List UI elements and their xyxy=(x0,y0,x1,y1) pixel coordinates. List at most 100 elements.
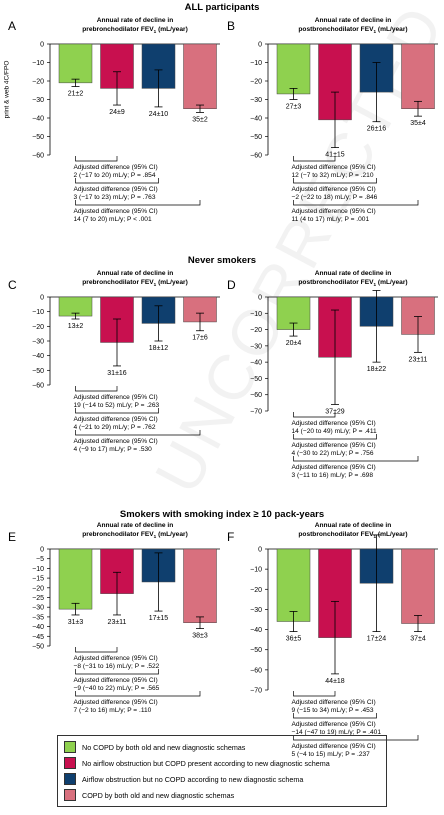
bar-f-1 xyxy=(276,548,311,622)
y-tick-label-f: −60 xyxy=(250,667,262,674)
data-label-f-2: 44±18 xyxy=(325,678,345,685)
y-tick-label-b: −30 xyxy=(250,97,262,104)
data-label-d-2: 37±29 xyxy=(325,408,345,415)
y-tick-label-e: −15 xyxy=(32,576,44,583)
legend-label-no-copd: No COPD by both old and new diagnostic s… xyxy=(82,742,246,752)
y-tick-label-e: −10 xyxy=(32,566,44,573)
comparison-label-e-1-line2: −8 (−31 to 16) mL/y; P = .522 xyxy=(74,663,160,670)
bar-a-1 xyxy=(58,43,93,84)
y-tick-label-e: −5 xyxy=(36,556,44,563)
data-label-e-2: 23±11 xyxy=(108,619,127,626)
y-tick-label-d: −20 xyxy=(250,327,262,334)
data-label-a-3: 24±10 xyxy=(149,111,169,118)
panel-letter-b: B xyxy=(227,19,235,33)
y-tick-label-b: 0 xyxy=(258,42,262,49)
comparison-bracket-d-2 xyxy=(293,434,377,440)
comparison-label-d-2-line2: 4 (−30 to 22) mL/y; P = .756 xyxy=(292,450,374,457)
y-tick-label-f: −30 xyxy=(250,607,262,614)
chart-legend: No COPD by both old and new diagnostic s… xyxy=(57,735,387,807)
comparison-label-e-2-line1: Adjusted difference (95% CI) xyxy=(74,677,158,684)
y-tick-label-a: −40 xyxy=(32,116,44,123)
y-tick-label-c: −30 xyxy=(32,339,44,346)
comparison-label-a-2-line2: 3 (−17 to 23) mL/y; P = .763 xyxy=(74,194,156,201)
y-tick-label-d: −60 xyxy=(250,392,262,399)
legend-label-copd-new-only: No airflow obstruction but COPD present … xyxy=(82,758,330,768)
comparison-label-a-3-line1: Adjusted difference (95% CI) xyxy=(74,208,158,215)
y-tick-label-e: 0 xyxy=(40,547,44,554)
comparison-bracket-c-1 xyxy=(75,386,118,392)
comparison-label-a-1-line1: Adjusted difference (95% CI) xyxy=(74,164,158,171)
comparison-label-f-3-line2: 5 (−4 to 15) mL/y; P = .237 xyxy=(292,751,371,758)
comparison-label-d-3-line2: 3 (−11 to 16) mL/y; P = .698 xyxy=(292,472,374,479)
comparison-bracket-c-3 xyxy=(75,430,201,436)
chart-title-e-line2: prebronchodilator FEV1 (mL/year) xyxy=(82,531,188,539)
comparison-label-b-3-line2: 11 (4 to 17) mL/y; P = .001 xyxy=(292,216,370,223)
data-label-b-4: 35±4 xyxy=(410,120,426,127)
comparison-bracket-c-2 xyxy=(75,408,159,414)
comparison-bracket-a-1 xyxy=(75,156,118,162)
chart-title-b-line1: Annual rate of decline in xyxy=(315,17,392,24)
comparison-label-f-3-line1: Adjusted difference (95% CI) xyxy=(292,743,376,750)
y-tick-label-e: −20 xyxy=(32,585,44,592)
y-tick-label-a: −10 xyxy=(32,60,44,67)
comparison-label-e-1-line1: Adjusted difference (95% CI) xyxy=(74,655,158,662)
y-tick-label-c: −40 xyxy=(32,353,44,360)
chart-title-f-line2: postbronchodilator FEV1 (mL/year) xyxy=(298,531,407,539)
comparison-bracket-e-2 xyxy=(75,669,159,675)
comparison-label-e-3-line2: 7 (−2 to 16) mL/y; P = .110 xyxy=(74,707,152,714)
legend-item-copd-both: COPD by both old and new diagnostic sche… xyxy=(64,787,380,803)
legend-swatch-obstruction-no-copd xyxy=(64,773,76,785)
section-title-2: Never smokers xyxy=(188,255,256,266)
data-label-b-2: 41±15 xyxy=(325,152,345,159)
y-tick-label-b: −10 xyxy=(250,60,262,67)
panel-letter-f: F xyxy=(227,530,234,544)
data-label-c-3: 18±12 xyxy=(149,345,169,352)
comparison-label-f-1-line2: 9 (−15 to 34) mL/y; P = .453 xyxy=(292,707,374,714)
chart-title-a-line2: prebronchodilator FEV1 (mL/year) xyxy=(82,26,188,34)
y-tick-label-c: 0 xyxy=(40,295,44,302)
comparison-label-a-2-line1: Adjusted difference (95% CI) xyxy=(74,186,158,193)
data-label-b-1: 27±3 xyxy=(286,104,302,111)
y-tick-label-d: −50 xyxy=(250,376,262,383)
bar-b-4 xyxy=(401,43,435,109)
bar-e-4 xyxy=(183,548,217,623)
data-label-e-1: 31±3 xyxy=(68,619,84,626)
comparison-label-d-1-line1: Adjusted difference (95% CI) xyxy=(292,420,376,427)
y-tick-label-e: −30 xyxy=(32,605,44,612)
data-label-b-3: 26±16 xyxy=(367,126,387,133)
data-label-a-2: 24±9 xyxy=(109,109,125,116)
y-tick-label-b: −50 xyxy=(250,134,262,141)
y-tick-label-a: 0 xyxy=(40,42,44,49)
y-tick-label-e: −45 xyxy=(32,634,44,641)
comparison-bracket-d-1 xyxy=(293,412,336,418)
section-title-3: Smokers with smoking index ≥ 10 pack-yea… xyxy=(120,509,324,520)
comparison-label-e-3-line1: Adjusted difference (95% CI) xyxy=(74,699,158,706)
legend-swatch-copd-new-only xyxy=(64,757,76,769)
comparison-label-f-1-line1: Adjusted difference (95% CI) xyxy=(292,699,376,706)
data-label-d-4: 23±11 xyxy=(409,356,428,363)
comparison-bracket-d-3 xyxy=(293,456,419,462)
legend-swatch-copd-both xyxy=(64,789,76,801)
y-tick-label-c: −60 xyxy=(32,383,44,390)
y-tick-label-a: −20 xyxy=(32,79,44,86)
y-tick-label-b: −20 xyxy=(250,79,262,86)
y-tick-label-f: −40 xyxy=(250,627,262,634)
comparison-label-c-2-line2: 4 (−21 to 29) mL/y; P = .762 xyxy=(74,424,156,431)
y-tick-label-a: −30 xyxy=(32,97,44,104)
comparison-label-c-1-line1: Adjusted difference (95% CI) xyxy=(74,394,158,401)
y-tick-label-f: −10 xyxy=(250,567,262,574)
comparison-label-d-3-line1: Adjusted difference (95% CI) xyxy=(292,464,376,471)
comparison-bracket-e-3 xyxy=(75,691,201,697)
y-tick-label-d: −30 xyxy=(250,343,262,350)
comparison-label-b-2-line2: −2 (−22 to 18) mL/y; P = .846 xyxy=(292,194,378,201)
chart-title-d-line1: Annual rate of decline in xyxy=(315,270,392,277)
y-tick-label-c: −50 xyxy=(32,368,44,375)
comparison-label-c-3-line1: Adjusted difference (95% CI) xyxy=(74,438,158,445)
comparison-label-c-1-line2: 19 (−14 to 52) mL/y; P = .263 xyxy=(74,402,160,409)
comparison-bracket-f-1 xyxy=(293,691,336,697)
comparison-bracket-e-1 xyxy=(75,647,118,653)
comparison-label-c-2-line1: Adjusted difference (95% CI) xyxy=(74,416,158,423)
y-tick-label-d: −40 xyxy=(250,360,262,367)
y-tick-label-a: −50 xyxy=(32,134,44,141)
